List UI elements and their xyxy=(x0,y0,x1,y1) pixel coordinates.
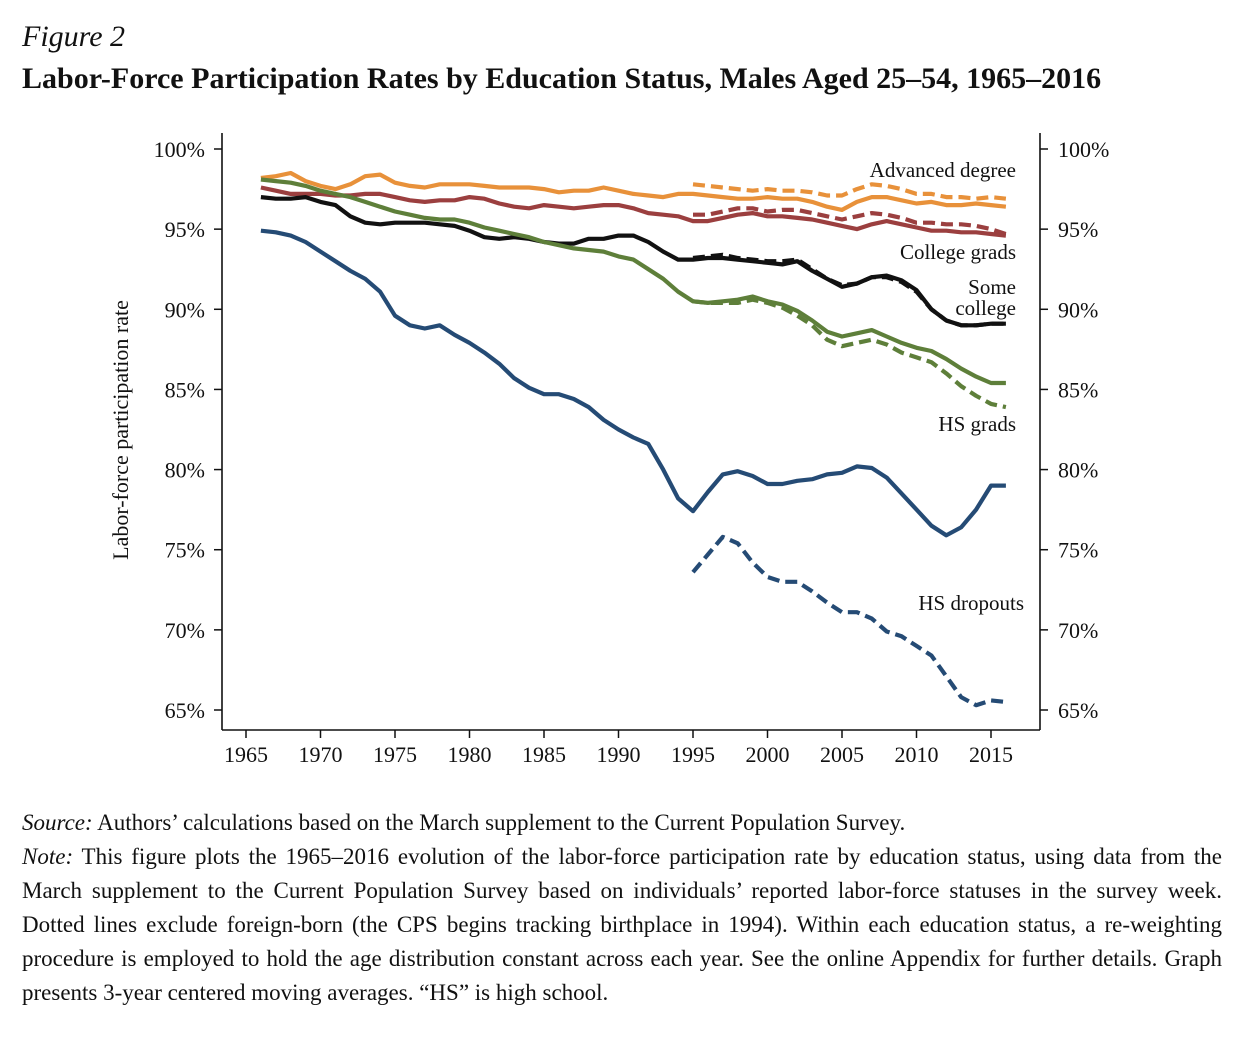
figure-notes: Source: Authors’ calculations based on t… xyxy=(22,806,1222,1010)
source-label: Source: xyxy=(22,810,93,835)
y-tick-label-left: 85% xyxy=(165,377,205,402)
series-line-dropout xyxy=(260,228,1006,538)
y-tick-label-left: 90% xyxy=(165,297,205,322)
x-tick-label: 2005 xyxy=(820,742,864,767)
note-text: This figure plots the 1965–2016 evolutio… xyxy=(22,844,1222,1005)
y-tick-label-left: 70% xyxy=(165,618,205,643)
series-line-some xyxy=(260,195,1006,328)
note-label: Note: xyxy=(22,844,74,869)
x-tick-label: 2015 xyxy=(969,742,1013,767)
label-hs-grads: HS grads xyxy=(938,412,1016,436)
series-line-advanced-nb xyxy=(692,182,1007,201)
x-tick-label: 2010 xyxy=(895,742,939,767)
figure-label: Figure 2 xyxy=(22,20,126,53)
label-some-college-line1: Some xyxy=(968,275,1016,299)
y-tick-label-right: 80% xyxy=(1058,458,1098,483)
source-paragraph: Source: Authors’ calculations based on t… xyxy=(22,806,1222,840)
series-layer xyxy=(260,170,1007,708)
y-tick-label-left: 80% xyxy=(165,458,205,483)
y-tick-label-right: 70% xyxy=(1058,618,1098,643)
line-chart: 65% 65% 70% 70% 75% 75% 80% 80% 85% 85% 90% 90% 95% 9… xyxy=(108,133,1110,767)
y-axis-label: Labor-force participation rate xyxy=(108,300,133,560)
note-paragraph: Note: This figure plots the 1965–2016 ev… xyxy=(22,840,1222,1010)
y-tick-label-right: 95% xyxy=(1058,217,1098,242)
x-tick-label: 1985 xyxy=(522,742,566,767)
y-tick-label-right: 90% xyxy=(1058,297,1098,322)
y-tick-label-right: 65% xyxy=(1058,698,1098,723)
series-line-dropout-nb xyxy=(691,534,1007,708)
x-tick-label: 1970 xyxy=(299,742,343,767)
label-college-grads: College grads xyxy=(900,240,1016,264)
series-line-hsgrad-nb xyxy=(692,297,1007,410)
x-tick-label: 1990 xyxy=(597,742,641,767)
y-tick-label-left: 100% xyxy=(154,137,205,162)
series-line-college xyxy=(260,185,1007,238)
y-tick-label-right: 75% xyxy=(1058,538,1098,563)
line-annotations: Advanced degree College grads Some colle… xyxy=(870,158,1024,615)
x-tick-label: 1980 xyxy=(448,742,492,767)
x-tick-label: 1975 xyxy=(373,742,417,767)
y-tick-label-left: 65% xyxy=(165,698,205,723)
series-line-advanced xyxy=(260,170,1007,212)
label-some-college-line2: college xyxy=(955,296,1016,320)
y-tick-label-left: 75% xyxy=(165,538,205,563)
y-tick-label-left: 95% xyxy=(165,217,205,242)
chart-ticks: 65% 65% 70% 70% 75% 75% 80% 80% 85% 85% 90% 90% 95% 9… xyxy=(154,137,1110,767)
x-tick-label: 2000 xyxy=(746,742,790,767)
x-tick-label: 1965 xyxy=(224,742,268,767)
y-tick-label-right: 100% xyxy=(1058,137,1109,162)
label-hs-dropouts: HS dropouts xyxy=(918,591,1024,615)
source-text: Authors’ calculations based on the March… xyxy=(97,810,906,835)
figure-title: Labor-Force Participation Rates by Educa… xyxy=(22,62,1102,95)
series-line-hsgrad xyxy=(260,177,1006,386)
series-line-some-nb xyxy=(692,252,1006,328)
label-advanced-degree: Advanced degree xyxy=(870,158,1016,182)
x-tick-label: 1995 xyxy=(671,742,715,767)
y-tick-label-right: 85% xyxy=(1058,377,1098,402)
chart-axes xyxy=(221,133,1041,731)
